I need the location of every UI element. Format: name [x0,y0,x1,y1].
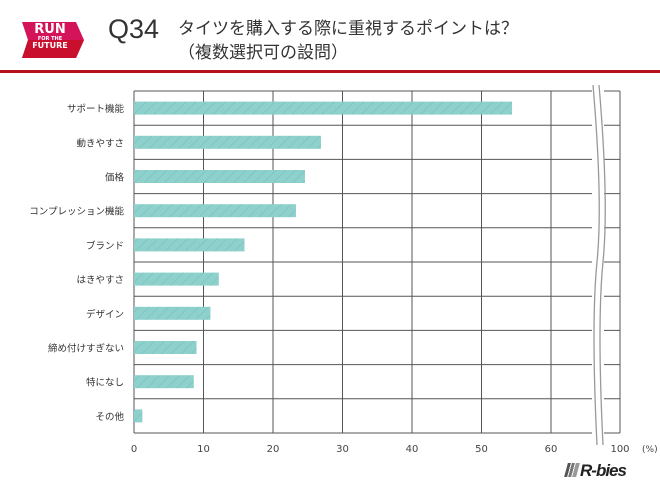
title-line-2: （複数選択可の設問） [178,43,348,63]
category-label: はきやすさ [76,275,124,286]
axis-break-gap [592,85,604,439]
category-label: デザイン [86,308,124,320]
category-label: 特になし [86,377,124,389]
bar [134,101,513,115]
r-bies-logo: R-bies [564,461,627,481]
x-tick-label: 10 [197,444,210,455]
logo-text: RUN FOR THE FUTURE [22,23,78,50]
category-label: 締め付けすぎない [48,343,124,355]
brand-text: R-bies [580,461,627,480]
bar [134,306,211,320]
bar [134,238,245,252]
title-line-1: タイツを購入する際に重視するポイントは？ [178,19,518,39]
x-tick-label: 40 [406,444,419,455]
run-for-the-future-logo [22,22,84,58]
axis-break-line [598,84,606,446]
axis-break-line [592,84,600,446]
bar [134,204,296,218]
x-tick-label: 60 [545,444,558,455]
bar [134,272,219,286]
x-tick-label: 50 [475,444,488,455]
category-label: ブランド [86,240,124,252]
x-tick-label: 0 [131,444,137,455]
x-tick-label: 30 [336,444,349,455]
bar [134,170,305,183]
bar [134,375,194,389]
x-axis-unit: (%) [642,445,658,455]
logo-line-1: RUN [34,22,66,37]
x-tick-label: 100 [610,444,629,455]
category-label: コンプレッション機能 [29,206,124,218]
header-divider [0,70,660,73]
question-number: Q34 [108,14,160,44]
bar [134,135,321,149]
category-label: サポート機能 [67,103,125,115]
category-label: 動きやすさ [76,138,124,149]
logo-line-2: FOR THE [37,36,63,42]
category-label: 価格 [105,172,125,184]
bar [134,409,143,423]
brand-mark-icon [564,463,580,477]
x-tick-label: 20 [267,444,280,455]
logo-line-3: FUTURE [32,41,68,50]
bar [134,341,197,354]
category-label: その他 [95,411,124,423]
question-title: タイツを購入する際に重視するポイントは？ （複数選択可の設問） [178,17,518,65]
